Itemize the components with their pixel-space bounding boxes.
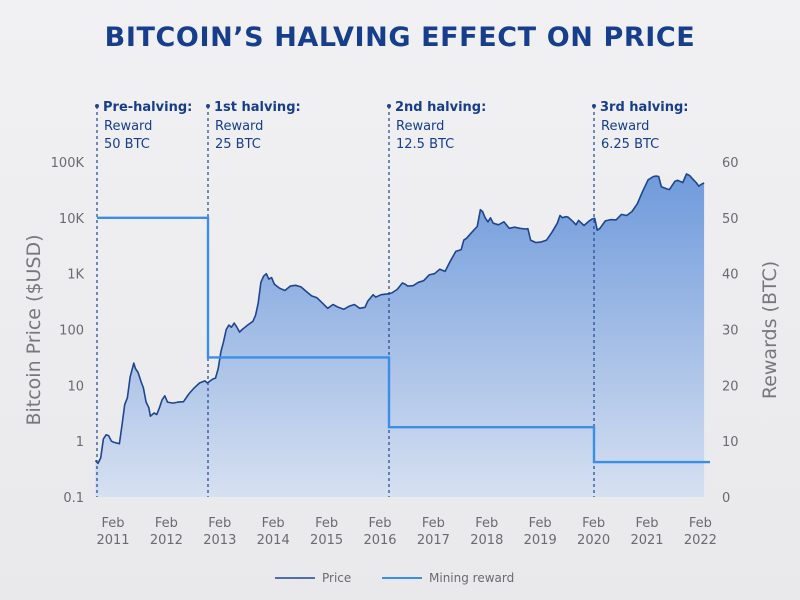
annotation-dot xyxy=(387,104,391,108)
annotation-title: Pre-halving: xyxy=(103,100,192,115)
y-tick-label: 10K xyxy=(59,212,85,227)
annotation-text: 50 BTC xyxy=(104,137,150,152)
annotation-title: 3rd halving: xyxy=(600,100,688,115)
price-area xyxy=(95,174,705,497)
x-tick-label: Feb xyxy=(475,516,498,531)
y2-tick-label: 60 xyxy=(722,156,739,171)
legend-label-mining-reward: Mining reward xyxy=(429,571,514,585)
y2-axis-title: Rewards (BTC) xyxy=(759,261,781,399)
x-tick-label: 2014 xyxy=(257,533,290,548)
x-tick-label: 2016 xyxy=(363,533,396,548)
y2-tick-label: 40 xyxy=(722,268,739,283)
annotation-text: 6.25 BTC xyxy=(601,137,659,152)
x-tick-label: 2018 xyxy=(470,533,503,548)
annotation-dot xyxy=(592,104,596,108)
x-tick-label: 2013 xyxy=(203,533,236,548)
y2-tick-label: 30 xyxy=(722,324,739,339)
annotation-text: 12.5 BTC xyxy=(396,137,454,152)
price-line xyxy=(94,173,705,465)
x-tick-label: 2017 xyxy=(417,533,450,548)
x-tick-label: 2022 xyxy=(684,533,717,548)
mining-reward-line xyxy=(97,216,710,464)
x-tick-label: 2012 xyxy=(150,533,183,548)
x-tick-label: 2015 xyxy=(310,533,343,548)
y-tick-label: 0.1 xyxy=(63,491,84,506)
annotation-title: 2nd halving: xyxy=(395,100,486,115)
annotation-dot xyxy=(206,104,210,108)
x-tick-label: 2011 xyxy=(96,533,129,548)
annotation-text: Reward xyxy=(104,119,152,134)
y2-tick-label: 0 xyxy=(722,491,730,506)
annotation-text: Reward xyxy=(396,119,444,134)
x-tick-label: Feb xyxy=(368,516,391,531)
x-tick-label: Feb xyxy=(635,516,658,531)
y2-tick-label: 50 xyxy=(722,212,739,227)
x-tick-label: Feb xyxy=(689,516,712,531)
y-tick-label: 100K xyxy=(51,156,85,171)
x-tick-label: 2019 xyxy=(524,533,557,548)
y2-tick-label: 20 xyxy=(722,379,739,394)
x-tick-label: Feb xyxy=(101,516,124,531)
annotation-text: Reward xyxy=(215,119,263,134)
annotation-title: 1st halving: xyxy=(214,100,301,115)
y-tick-label: 1K xyxy=(67,268,84,283)
y-axis-title: Bitcoin Price ($USD) xyxy=(23,234,45,425)
y-tick-label: 1 xyxy=(76,435,84,450)
x-tick-label: 2020 xyxy=(577,533,610,548)
annotation-dot xyxy=(95,104,99,108)
x-tick-label: Feb xyxy=(208,516,231,531)
legend: Price Mining reward xyxy=(275,571,514,585)
y-tick-label: 100 xyxy=(59,324,84,339)
x-tick-label: Feb xyxy=(155,516,178,531)
x-tick-label: Feb xyxy=(315,516,338,531)
chart-title: BITCOIN’S HALVING EFFECT ON PRICE xyxy=(104,22,696,53)
x-tick-label: 2021 xyxy=(630,533,663,548)
x-tick-label: Feb xyxy=(582,516,605,531)
x-tick-label: Feb xyxy=(262,516,285,531)
y-tick-label: 10 xyxy=(67,379,84,394)
annotation-text: 25 BTC xyxy=(215,137,261,152)
annotation-text: Reward xyxy=(601,119,649,134)
legend-label-price: Price xyxy=(322,571,351,585)
x-tick-label: Feb xyxy=(529,516,552,531)
x-tick-label: Feb xyxy=(422,516,445,531)
y2-tick-label: 10 xyxy=(722,435,739,450)
